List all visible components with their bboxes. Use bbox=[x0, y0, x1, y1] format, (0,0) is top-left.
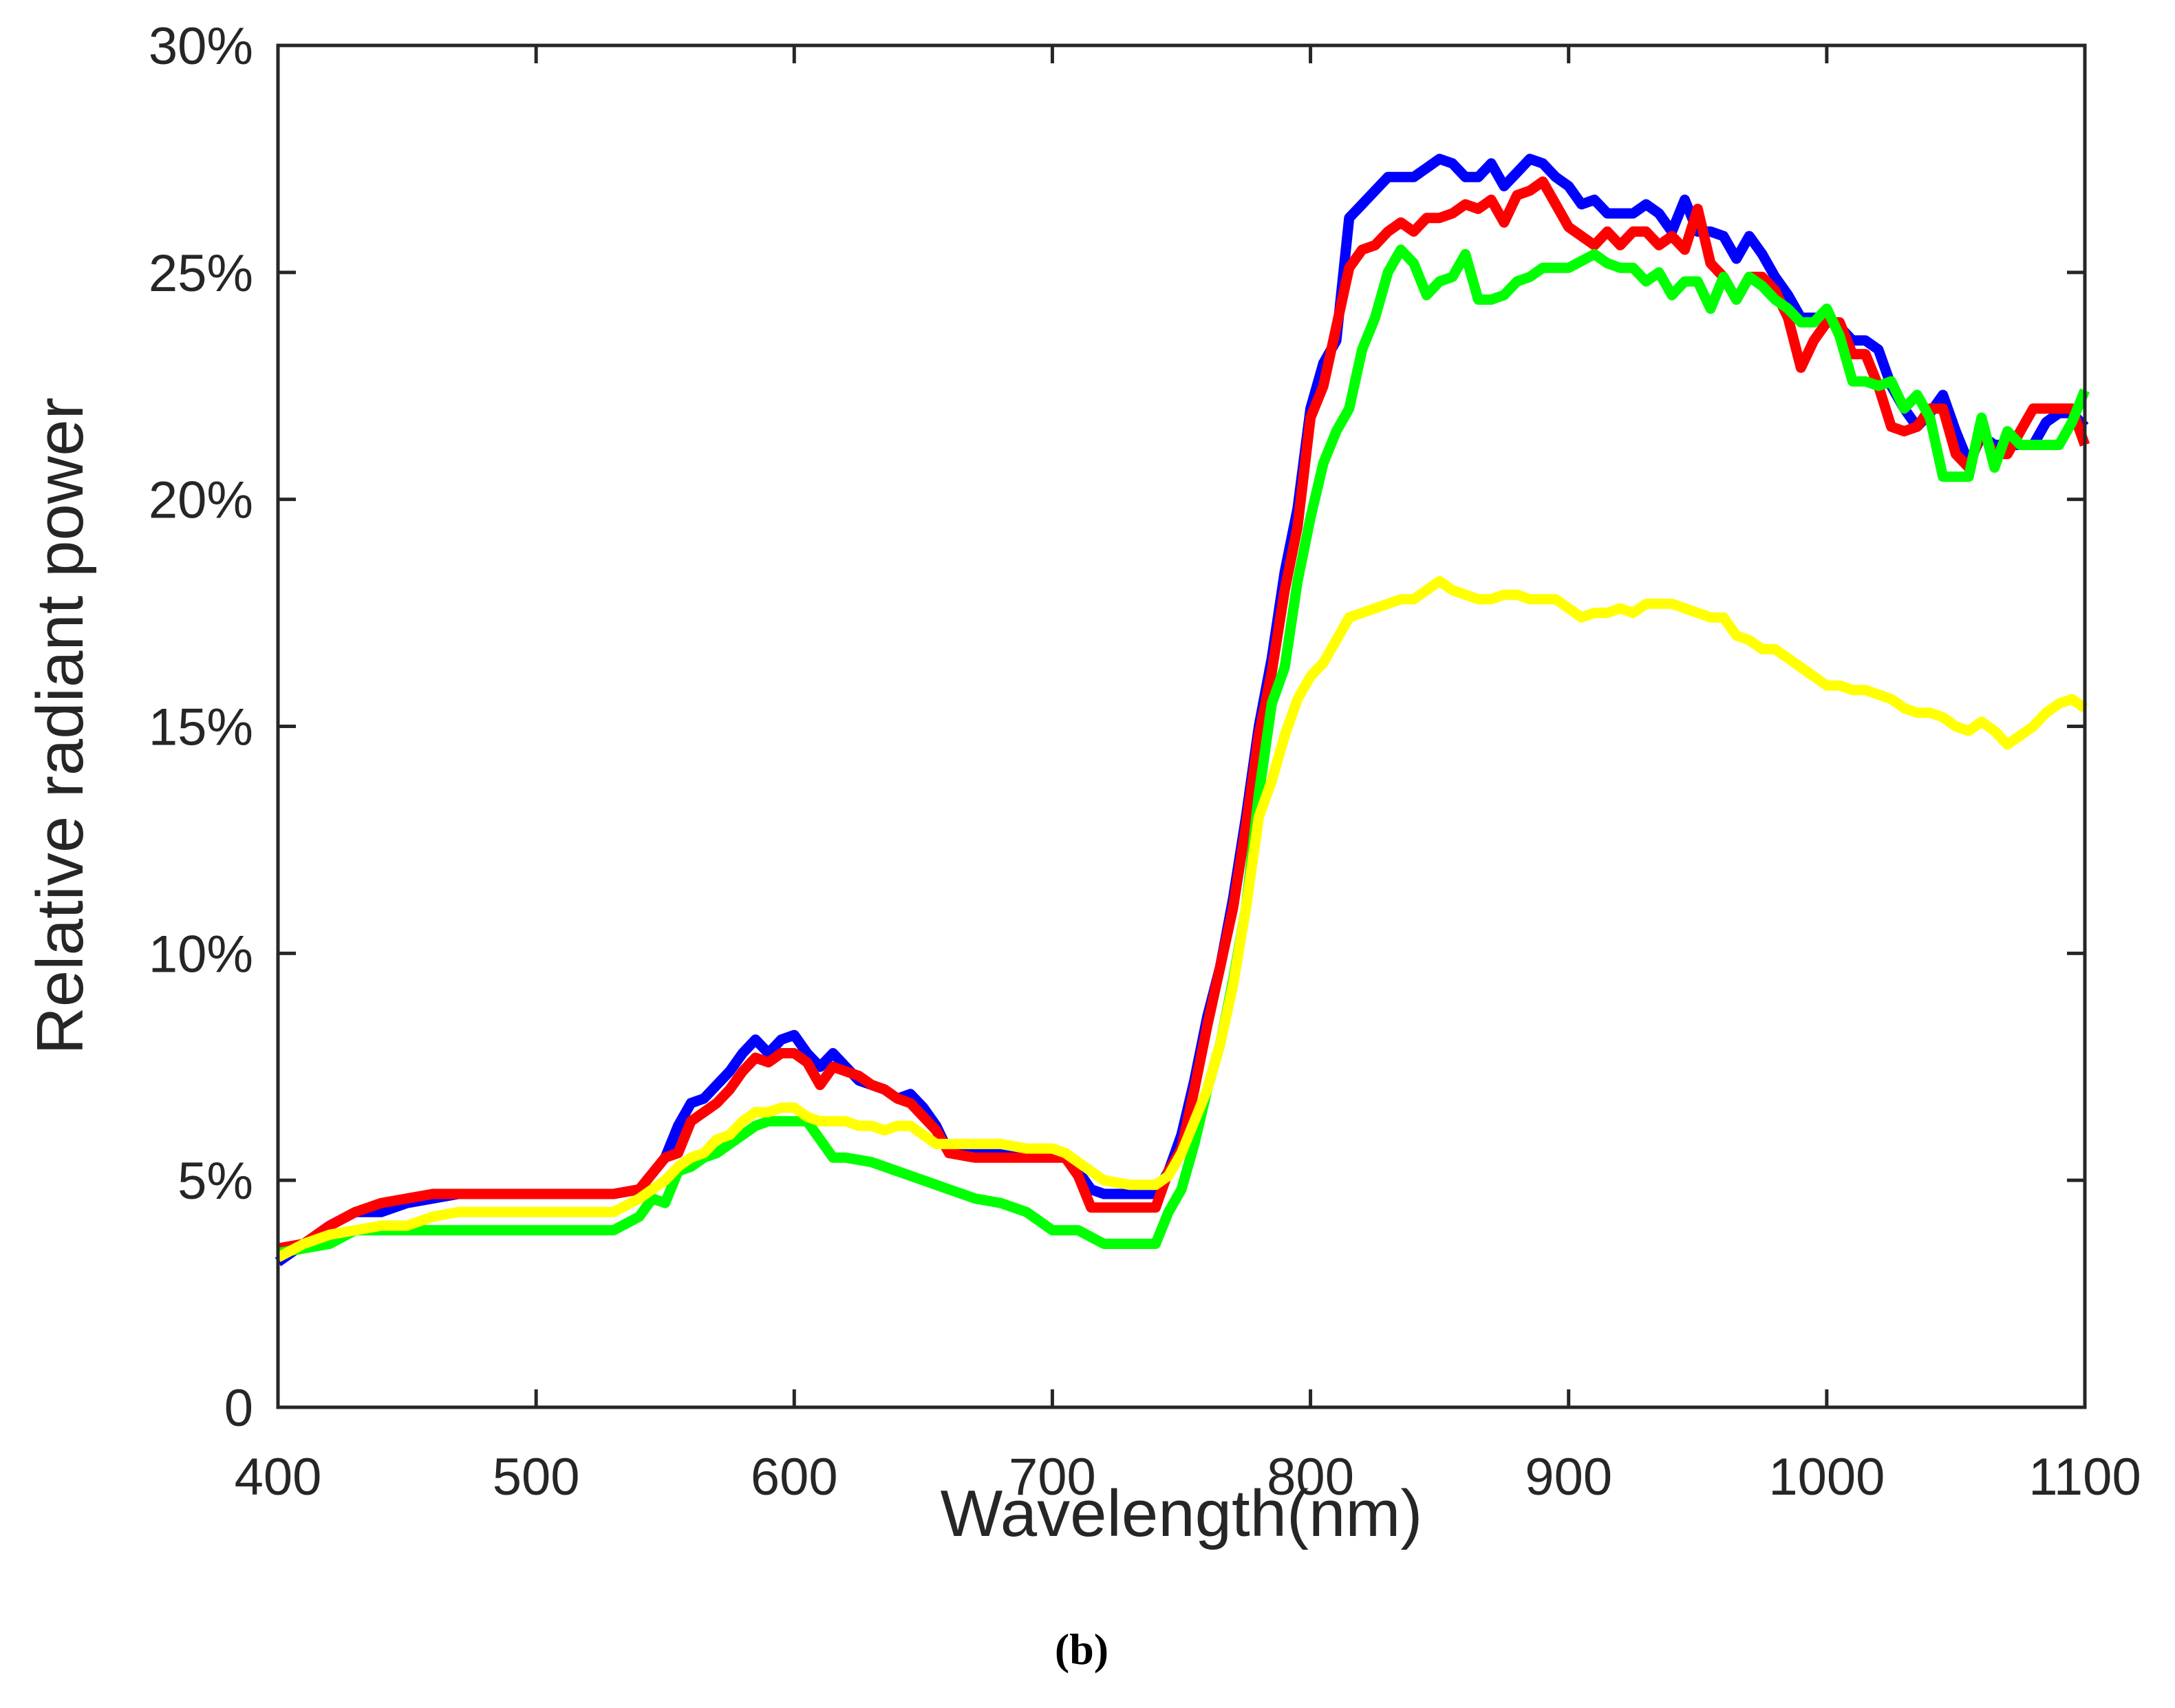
series-line-yellow bbox=[275, 575, 2088, 1262]
x-tick-labels: 400 500 600 700 800 900 1000 1100 bbox=[235, 1448, 2141, 1506]
y-tick-label: 30% bbox=[149, 17, 253, 76]
x-tick-label: 1100 bbox=[2028, 1448, 2141, 1506]
y-tick-label: 5% bbox=[178, 1152, 253, 1210]
x-tick-label: 600 bbox=[751, 1448, 838, 1506]
series-layer bbox=[275, 153, 2090, 1267]
x-tick-label: 800 bbox=[1267, 1448, 1354, 1506]
plot-frame bbox=[276, 43, 2087, 1409]
panel-caption: (b) bbox=[1055, 1625, 1108, 1674]
plot-area bbox=[278, 45, 2085, 1407]
x-tick-label: 400 bbox=[235, 1448, 322, 1506]
y-tick-label: 25% bbox=[149, 244, 253, 303]
x-axis-title: Wavelength(nm) bbox=[941, 1477, 1423, 1550]
y-tick-label: 20% bbox=[149, 471, 253, 530]
y-axis-title: Relative radiant power bbox=[23, 397, 97, 1054]
y-tick-label: 15% bbox=[149, 698, 253, 757]
x-tick-label: 500 bbox=[493, 1448, 580, 1506]
x-tick-label: 700 bbox=[1009, 1448, 1096, 1506]
y-tick-label: 10% bbox=[149, 925, 253, 983]
series-line-green bbox=[277, 244, 2090, 1259]
y-tick-label: 0 bbox=[224, 1379, 253, 1438]
y-tick-labels: 0 5% 10% 15% 20% 25% 30% bbox=[149, 17, 253, 1438]
x-tick-label: 900 bbox=[1525, 1448, 1612, 1506]
x-tick-label: 1000 bbox=[1768, 1448, 1885, 1506]
